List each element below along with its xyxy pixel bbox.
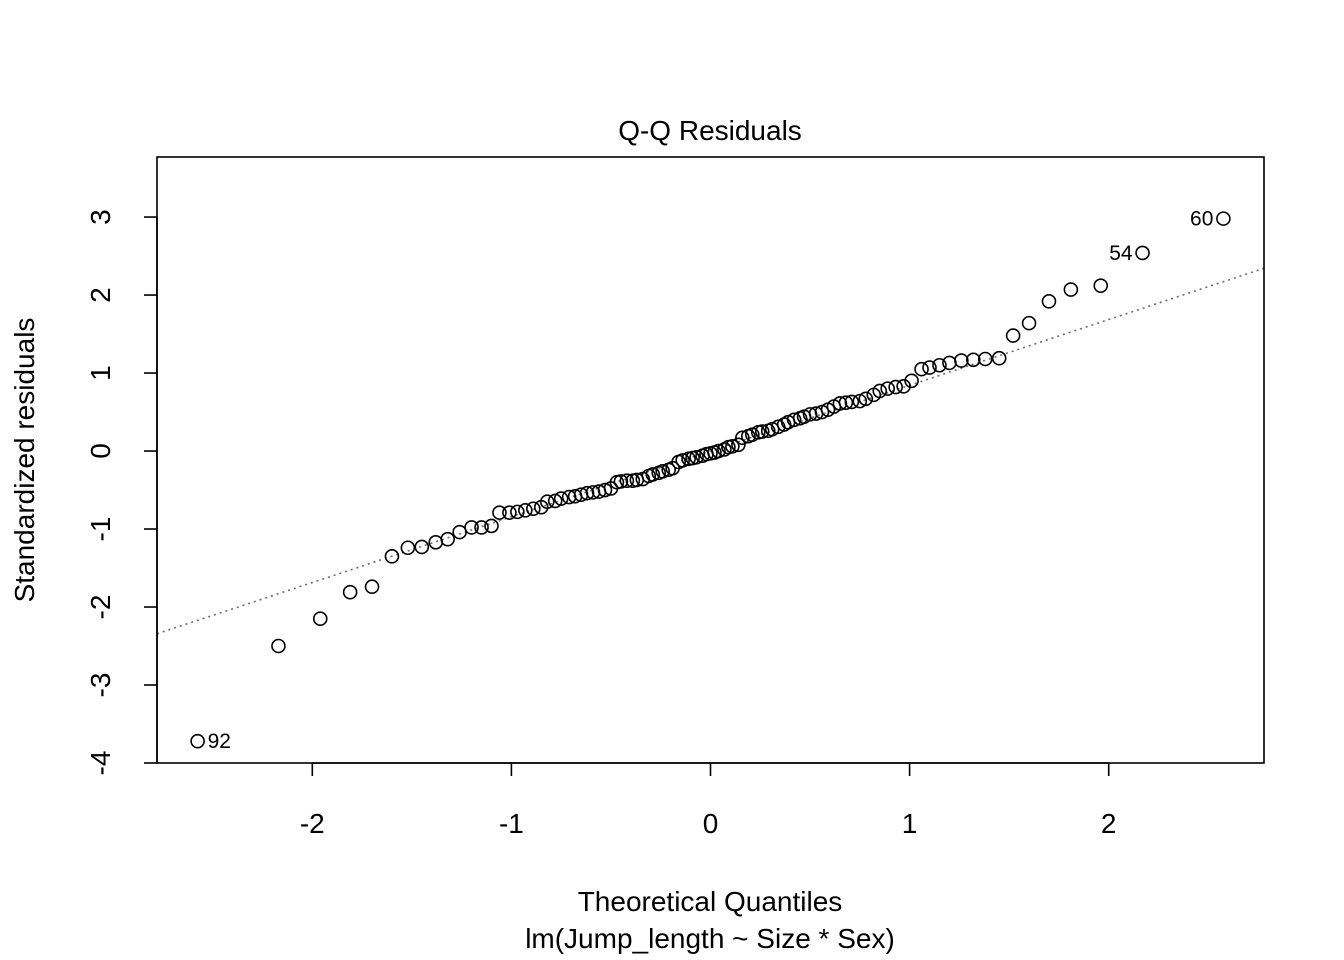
qq-point	[1021, 315, 1037, 331]
qq-point	[539, 494, 555, 510]
x-tick-label: 2	[1101, 808, 1117, 839]
qq-point	[645, 467, 661, 482]
y-tick-label: 3	[85, 209, 116, 225]
y-tick-label: -4	[85, 751, 116, 776]
qq-reference-line	[156, 267, 1265, 635]
qq-point	[271, 638, 286, 654]
x-tick-label: -1	[499, 808, 524, 839]
point-annotation: 92	[208, 730, 231, 753]
qq-point	[384, 549, 400, 564]
qq-point	[711, 443, 726, 459]
qq-point	[597, 482, 613, 498]
plot-area: 92 54 60	[156, 208, 1265, 753]
qq-point	[364, 579, 380, 595]
qq-point	[858, 391, 874, 407]
qq-point	[966, 352, 981, 368]
qq-point	[977, 351, 993, 367]
qq-point	[190, 733, 205, 749]
qq-point	[880, 381, 895, 396]
point-annotation: 60	[1190, 208, 1213, 231]
qq-point	[474, 520, 489, 535]
qq-point	[428, 534, 444, 550]
qq-point	[342, 584, 358, 600]
qq-point	[954, 353, 969, 368]
qq-point	[896, 378, 911, 394]
qq-point	[464, 520, 479, 535]
qq-point	[400, 540, 416, 556]
qq-point	[932, 357, 947, 373]
y-axis: -4 -3 -2 -1 0 1 2 3	[85, 209, 158, 776]
y-tick-label: 2	[85, 287, 116, 303]
qq-point	[492, 505, 507, 520]
y-tick-label: 1	[85, 365, 116, 381]
x-axis-label: Theoretical Quantiles	[578, 886, 843, 917]
qq-point	[1093, 278, 1109, 293]
qq-point	[838, 395, 854, 410]
qq-point	[526, 501, 541, 517]
x-axis-subtitle: lm(Jump_length ~ Size * Sex)	[525, 923, 895, 954]
qq-point	[510, 504, 525, 520]
y-tick-label: 0	[85, 443, 116, 459]
qq-point	[502, 505, 517, 520]
qq-point	[872, 383, 888, 399]
qq-point	[675, 453, 690, 468]
qq-point	[991, 350, 1007, 366]
qq-point	[735, 430, 750, 446]
qq-point	[579, 485, 595, 501]
qq-point	[1005, 328, 1021, 343]
qq-point	[904, 373, 919, 389]
qq-point	[922, 360, 937, 375]
qq-point	[518, 503, 533, 518]
qq-point	[689, 449, 704, 465]
qq-point	[484, 518, 499, 534]
x-tick-label: 1	[902, 808, 918, 839]
qq-point	[1135, 245, 1150, 261]
y-tick-label: -2	[85, 595, 116, 620]
qq-point	[553, 491, 569, 506]
qq-point	[888, 379, 903, 395]
chart-title: Q-Q Residuals	[618, 115, 802, 146]
qq-point	[754, 424, 770, 439]
x-tick-label: -2	[300, 808, 325, 839]
qq-point	[1216, 211, 1231, 226]
qq-point	[1041, 293, 1057, 309]
qq-point	[725, 439, 740, 454]
qq-point	[832, 396, 848, 411]
qq-point	[786, 412, 802, 428]
x-axis: -2 -1 0 1 2	[300, 762, 1117, 839]
qq-point	[655, 464, 671, 479]
qq-point	[914, 361, 929, 377]
y-axis-label: Standardized residuals	[9, 318, 40, 603]
qq-point	[731, 437, 746, 453]
y-tick-label: -1	[85, 517, 116, 542]
x-tick-label: 0	[703, 808, 719, 839]
qq-point	[1063, 282, 1079, 297]
qq-point	[613, 474, 629, 489]
point-annotation: 54	[1109, 242, 1133, 265]
qq-point	[452, 524, 467, 540]
qq-point	[619, 473, 635, 488]
qq-point	[312, 611, 328, 627]
qq-point	[414, 539, 430, 555]
qq-point	[844, 394, 860, 410]
y-tick-label: -3	[85, 673, 116, 698]
qq-point	[440, 531, 455, 547]
